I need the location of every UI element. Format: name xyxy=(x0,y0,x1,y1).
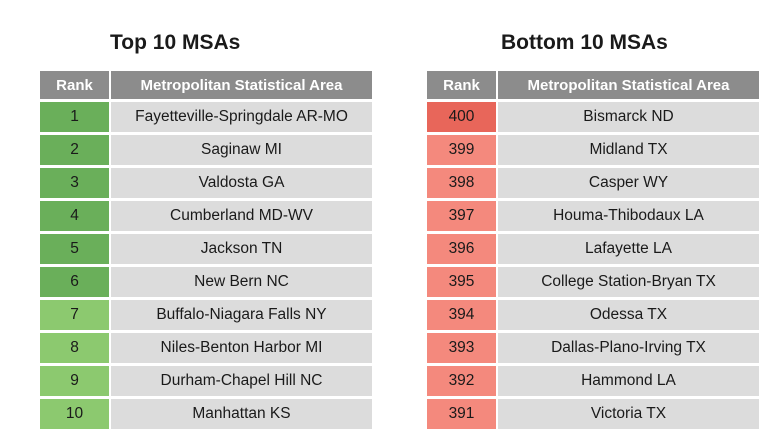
table-row: 3 Valdosta GA xyxy=(40,168,372,198)
bottom-msas-table: Rank Metropolitan Statistical Area 400 Bi… xyxy=(427,68,759,432)
rank-cell: 8 xyxy=(40,333,111,363)
rank-cell: 4 xyxy=(40,201,111,231)
bottom-msas-title: Bottom 10 MSAs xyxy=(501,31,668,54)
top-msas-title: Top 10 MSAs xyxy=(110,31,241,54)
table-row: 7 Buffalo-Niagara Falls NY xyxy=(40,300,372,330)
table-row: 392 Hammond LA xyxy=(427,366,759,396)
area-cell: Niles-Benton Harbor MI xyxy=(111,333,372,363)
rank-cell: 6 xyxy=(40,267,111,297)
area-cell: Durham-Chapel Hill NC xyxy=(111,366,372,396)
rank-cell: 10 xyxy=(40,399,111,429)
area-cell: Jackson TN xyxy=(111,234,372,264)
area-cell: College Station-Bryan TX xyxy=(498,267,759,297)
area-header: Metropolitan Statistical Area xyxy=(111,71,372,99)
rank-cell: 392 xyxy=(427,366,498,396)
rank-cell: 5 xyxy=(40,234,111,264)
rank-cell: 7 xyxy=(40,300,111,330)
table-row: 394 Odessa TX xyxy=(427,300,759,330)
rank-cell: 399 xyxy=(427,135,498,165)
table-row: 399 Midland TX xyxy=(427,135,759,165)
table-row: 9 Durham-Chapel Hill NC xyxy=(40,366,372,396)
rank-cell: 393 xyxy=(427,333,498,363)
area-cell: Manhattan KS xyxy=(111,399,372,429)
table-row: 400 Bismarck ND xyxy=(427,102,759,132)
rank-cell: 9 xyxy=(40,366,111,396)
table-row: 393 Dallas-Plano-Irving TX xyxy=(427,333,759,363)
rank-cell: 400 xyxy=(427,102,498,132)
rank-cell: 1 xyxy=(40,102,111,132)
table-row: 1 Fayetteville-Springdale AR-MO xyxy=(40,102,372,132)
top-msas-table: Rank Metropolitan Statistical Area 1 Faye… xyxy=(40,68,372,432)
rank-cell: 398 xyxy=(427,168,498,198)
area-cell: Valdosta GA xyxy=(111,168,372,198)
area-cell: Saginaw MI xyxy=(111,135,372,165)
area-cell: Lafayette LA xyxy=(498,234,759,264)
rank-cell: 394 xyxy=(427,300,498,330)
area-header: Metropolitan Statistical Area xyxy=(498,71,759,99)
table-row: 6 New Bern NC xyxy=(40,267,372,297)
rank-header: Rank xyxy=(427,71,498,99)
rank-cell: 2 xyxy=(40,135,111,165)
area-cell: Odessa TX xyxy=(498,300,759,330)
header-row: Rank Metropolitan Statistical Area xyxy=(427,71,759,99)
table-row: 2 Saginaw MI xyxy=(40,135,372,165)
table-row: 396 Lafayette LA xyxy=(427,234,759,264)
area-cell: Dallas-Plano-Irving TX xyxy=(498,333,759,363)
rank-cell: 3 xyxy=(40,168,111,198)
table-row: 4 Cumberland MD-WV xyxy=(40,201,372,231)
rank-cell: 395 xyxy=(427,267,498,297)
area-cell: Fayetteville-Springdale AR-MO xyxy=(111,102,372,132)
table-row: 398 Casper WY xyxy=(427,168,759,198)
table-row: 391 Victoria TX xyxy=(427,399,759,429)
header-row: Rank Metropolitan Statistical Area xyxy=(40,71,372,99)
area-cell: Casper WY xyxy=(498,168,759,198)
table-row: 395 College Station-Bryan TX xyxy=(427,267,759,297)
table-row: 10 Manhattan KS xyxy=(40,399,372,429)
area-cell: New Bern NC xyxy=(111,267,372,297)
rank-header: Rank xyxy=(40,71,111,99)
area-cell: Midland TX xyxy=(498,135,759,165)
area-cell: Buffalo-Niagara Falls NY xyxy=(111,300,372,330)
rank-cell: 396 xyxy=(427,234,498,264)
rank-cell: 397 xyxy=(427,201,498,231)
area-cell: Bismarck ND xyxy=(498,102,759,132)
table-row: 5 Jackson TN xyxy=(40,234,372,264)
area-cell: Cumberland MD-WV xyxy=(111,201,372,231)
area-cell: Victoria TX xyxy=(498,399,759,429)
area-cell: Houma-Thibodaux LA xyxy=(498,201,759,231)
table-row: 397 Houma-Thibodaux LA xyxy=(427,201,759,231)
area-cell: Hammond LA xyxy=(498,366,759,396)
table-row: 8 Niles-Benton Harbor MI xyxy=(40,333,372,363)
rank-cell: 391 xyxy=(427,399,498,429)
